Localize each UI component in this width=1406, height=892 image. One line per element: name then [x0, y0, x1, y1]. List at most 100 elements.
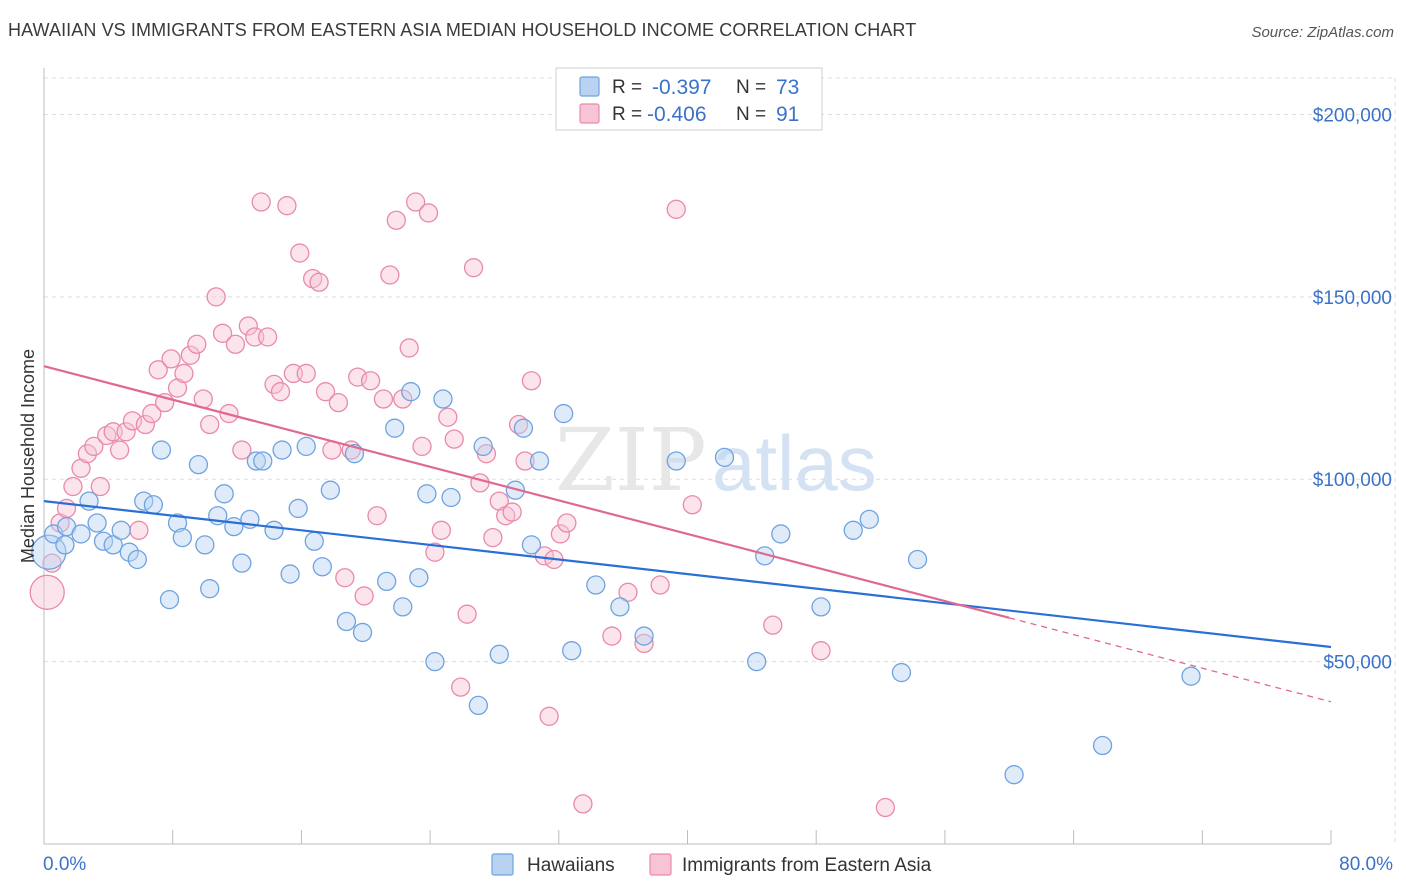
hawaiians-point-72	[1181, 666, 1201, 686]
hawaiians-point-40	[385, 418, 405, 438]
series-hawaiians	[31, 382, 1201, 785]
hawaiians-point-64	[771, 524, 791, 544]
bottom-legend-immigrants: Immigrants from Eastern Asia	[682, 855, 932, 876]
immigrants-point-43	[315, 382, 336, 402]
hawaiians-point-57	[586, 575, 606, 595]
immigrants-point-52	[373, 389, 394, 409]
immigrants-point-26	[206, 287, 226, 307]
bottom-legend-swatch-immigrants	[649, 853, 672, 876]
hawaiians-point-8	[103, 535, 123, 555]
hawaiians-point-47	[441, 487, 461, 508]
immigrants-point-61	[431, 520, 452, 540]
immigrants-point-29	[225, 334, 246, 354]
hawaiians-point-55	[553, 403, 574, 424]
hawaiians-point-16	[167, 513, 188, 533]
hawaiians-point-38	[352, 622, 373, 643]
hawaiians-point-68	[891, 662, 912, 683]
immigrants-point-7	[84, 436, 104, 457]
immigrants-point-11	[109, 440, 130, 460]
y-tick-label-1: $100,000	[1313, 470, 1392, 491]
immigrants-point-42	[309, 272, 329, 292]
legend-swatch-blue	[579, 76, 600, 97]
immigrants-point-19	[161, 349, 181, 369]
bottom-legend-hawaiians: Hawaiians	[527, 855, 615, 876]
y-tick-label-0: $50,000	[1323, 653, 1392, 674]
immigrants-point-39	[290, 243, 310, 263]
y-tick-label-2: $150,000	[1313, 288, 1392, 309]
immigrants-point-23	[187, 334, 207, 354]
y-axis-label: Median Household Income	[18, 349, 38, 563]
immigrants-point-51	[367, 506, 387, 526]
immigrants-point-12	[116, 422, 136, 442]
hawaiians-point-42	[401, 382, 421, 402]
hawaiians-point-4	[71, 524, 91, 544]
immigrants-point-74	[515, 451, 535, 471]
trend-line-hawaiians	[43, 500, 1332, 649]
watermark: ZIP atlas	[555, 411, 877, 511]
trend-line-immigrants-extrapolated	[1009, 617, 1332, 703]
immigrants-point-17	[148, 360, 168, 380]
hawaiians-point-48	[468, 695, 489, 716]
correlation-legend: R = -0.397 N = 73 R = -0.406 N = 91	[555, 67, 823, 131]
hawaiians-point-9	[111, 520, 131, 540]
hawaiians-point-56	[562, 641, 582, 661]
axes	[43, 68, 1332, 845]
bottom-legend-swatch-hawaiians	[491, 853, 514, 876]
immigrants-point-40	[296, 363, 316, 384]
immigrants-point-69	[483, 527, 503, 548]
immigrants-point-54	[386, 210, 406, 230]
hawaiians-point-35	[320, 480, 341, 500]
immigrants-point-33	[251, 192, 271, 212]
hawaiians-point-20	[200, 579, 220, 599]
immigrants-point-82	[602, 626, 622, 646]
immigrants-point-63	[444, 429, 464, 449]
immigrants-point-64	[451, 677, 471, 697]
legend-r-label-2: R =	[612, 104, 642, 125]
immigrants-point-85	[650, 575, 670, 595]
hawaiians-point-41	[393, 597, 413, 617]
trend-lines	[43, 365, 1332, 703]
chart-title: HAWAIIAN VS IMMIGRANTS FROM EASTERN ASIA…	[8, 20, 917, 40]
hawaiians-point-13	[143, 495, 164, 515]
immigrants-point-59	[418, 203, 439, 223]
x-tick-label-1: 80.0%	[1339, 854, 1393, 875]
trend-line-immigrants	[43, 365, 1010, 619]
immigrants-point-77	[539, 706, 559, 726]
immigrants-point-62	[438, 407, 458, 427]
immigrants-point-87	[682, 495, 702, 515]
hawaiians-point-19	[195, 535, 215, 555]
immigrants-point-80	[557, 513, 577, 533]
immigrants-point-86	[666, 199, 686, 219]
hawaiians-point-2	[55, 535, 75, 555]
immigrants-point-22	[180, 345, 201, 365]
immigrants-point-34	[257, 327, 278, 347]
hawaiians-point-6	[87, 513, 107, 533]
legend-n-label-2: N =	[736, 104, 766, 125]
watermark-zip: ZIP	[555, 411, 707, 511]
hawaiians-point-27	[253, 451, 273, 471]
hawaiians-point-29	[272, 440, 292, 460]
immigrants-point-45	[328, 392, 349, 413]
immigrants-point-49	[354, 586, 374, 606]
hawaiians-point-32	[296, 436, 316, 457]
immigrants-point-8	[90, 476, 110, 497]
immigrants-point-56	[399, 338, 419, 358]
legend-r-label-1: R =	[612, 77, 642, 98]
immigrants-point-15	[135, 414, 156, 435]
immigrants-point-66	[463, 258, 484, 278]
immigrants-point-27	[212, 323, 233, 343]
hawaiians-point-11	[127, 549, 147, 570]
legend-box	[555, 67, 823, 131]
hawaiians-point-22	[214, 484, 234, 504]
axis-ticks: $50,000 $100,000 $150,000 $200,000 0.0% 80.0%	[43, 105, 1393, 875]
hawaiians-point-58	[610, 597, 630, 617]
hawaiians-point-49	[473, 436, 493, 457]
immigrants-point-4	[63, 476, 83, 497]
immigrants-point-46	[335, 568, 355, 588]
legend-swatch-pink	[579, 103, 600, 124]
hawaiians-point-0	[31, 534, 67, 570]
legend-n-value-1: 73	[776, 76, 799, 99]
immigrants-point-89	[811, 641, 831, 661]
immigrants-point-88	[763, 615, 783, 635]
immigrants-point-67	[470, 473, 490, 493]
